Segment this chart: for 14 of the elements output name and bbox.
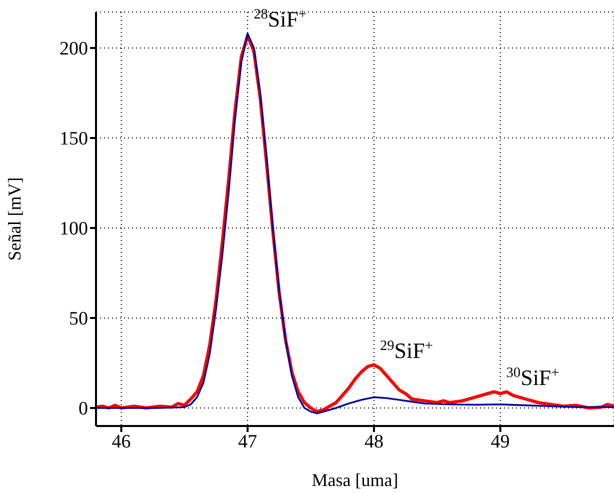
y-tick-label: 200 (60, 38, 88, 60)
x-axis-title: Masa [uma] (312, 470, 398, 490)
y-tick-label: 50 (69, 308, 88, 330)
y-axis-title: Señal [mV] (4, 177, 24, 261)
x-tick-label: 47 (238, 431, 258, 452)
x-tick-label: 49 (490, 431, 510, 452)
annotation: $^{30}$SiF$^{+}$ (506, 364, 560, 390)
x-tick-label: 46 (112, 431, 131, 452)
y-tick-label: 150 (60, 128, 88, 150)
y-tick-label: 100 (60, 218, 88, 240)
annotation: $^{28}$SiF$^{+}$ (254, 6, 307, 32)
annotation: $^{29}$SiF$^{+}$ (380, 338, 433, 363)
y-tick-label: 0 (78, 398, 88, 420)
x-tick-label: 48 (364, 431, 384, 452)
